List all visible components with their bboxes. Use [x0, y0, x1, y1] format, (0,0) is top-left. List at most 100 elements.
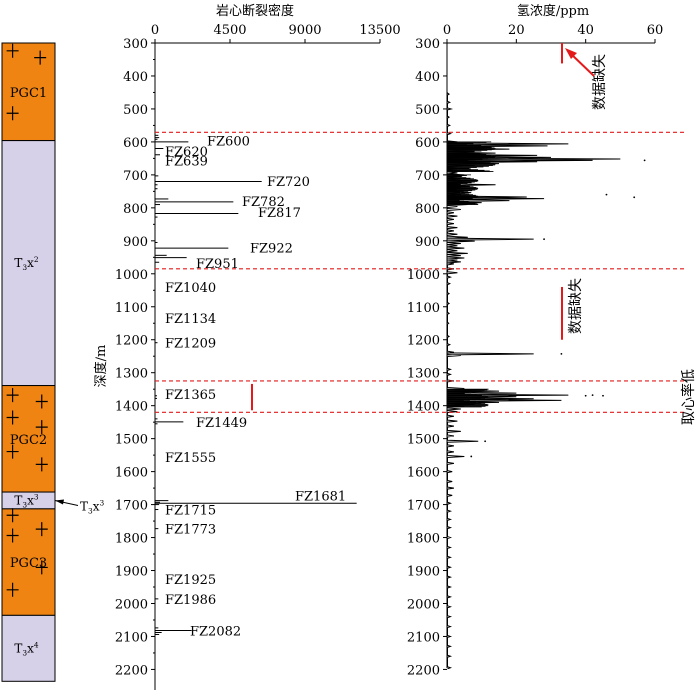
- hydrogen-point: [605, 193, 608, 196]
- depth-tick-label: 1600: [115, 466, 148, 481]
- granite-cross-symbol: [6, 106, 19, 121]
- fracture-zone-label: FZ922: [250, 241, 293, 256]
- unit-pointer-label: T3x3: [80, 498, 105, 515]
- unit-pgc1: [1, 42, 56, 142]
- fracture-zone-label: FZ720: [267, 175, 310, 190]
- granite-cross-symbol: [6, 388, 19, 403]
- fracture-title: 岩心断裂密度: [216, 3, 294, 19]
- hydrogen-point: [484, 440, 487, 443]
- hydrogen-point: [643, 159, 646, 162]
- granite-cross-symbol: [35, 457, 48, 472]
- depth-tick-label: 300: [123, 37, 148, 52]
- hydrogen-depth-tick-label: 400: [415, 70, 440, 85]
- granite-cross-symbol: [34, 50, 47, 65]
- fracture-zone-label: FZ1715: [165, 504, 216, 519]
- fracture-zone-label: FZ1925: [165, 573, 216, 588]
- fracture-zone-label: FZ817: [258, 206, 301, 221]
- depth-tick-label: 1300: [115, 367, 148, 382]
- hydrogen-concentration-panel: 氢浓度/ppm 0 20 40 60 300 400 500 600 700 800 900 1000 1…: [407, 3, 663, 678]
- hydrogen-x-tick-label: 0: [443, 23, 451, 38]
- depth-tick-label: 600: [123, 136, 148, 151]
- fracture-zone-label: FZ1773: [165, 523, 216, 538]
- depth-tick-label: 1500: [115, 433, 148, 448]
- hydrogen-depth-tick-label: 1200: [407, 334, 440, 349]
- fracture-zone-label: FZ1449: [196, 416, 247, 431]
- granite-cross-symbol: [35, 560, 48, 575]
- depth-tick-label: 1100: [115, 301, 148, 316]
- unit-t3x2: [1, 140, 56, 387]
- hydrogen-depth-tick-label: 1900: [407, 565, 440, 580]
- fracture-zone-label: FZ1365: [165, 388, 216, 403]
- fracture-zone-label: FZ951: [196, 257, 239, 272]
- hydrogen-point: [470, 455, 473, 458]
- hydrogen-point: [591, 394, 594, 397]
- depth-tick-label: 500: [123, 103, 148, 118]
- unit-label-t3x3: T3x3: [14, 492, 39, 509]
- depth-tick-label: 700: [123, 169, 148, 184]
- depth-tick-label: 2100: [115, 630, 148, 645]
- data-missing-arrow-line: [569, 52, 595, 77]
- data-missing-arrowhead: [565, 48, 577, 59]
- hydrogen-depth-tick-label: 600: [415, 136, 440, 151]
- hydrogen-depth-tick-label: 1300: [407, 367, 440, 382]
- granite-cross-symbol: [6, 528, 19, 543]
- depth-tick-label: 2000: [115, 597, 148, 612]
- data-missing-label-1: 数据缺失: [592, 54, 608, 110]
- fracture-x-tick-label: 4500: [213, 23, 246, 38]
- fracture-zone-label: FZ1555: [165, 451, 216, 466]
- depth-tick-label: 400: [123, 70, 148, 85]
- hydrogen-point: [602, 394, 604, 397]
- granite-cross-symbol: [6, 43, 19, 58]
- granite-cross-symbol: [35, 394, 48, 409]
- hydrogen-depth-tick-label: 2000: [407, 597, 440, 612]
- low-core-recovery-label: 取心率低: [680, 369, 697, 425]
- fracture-density-panel: 岩心断裂密度 0 4500 9000 13500 300 400 500 600 700 800 90…: [93, 3, 401, 690]
- hydrogen-point: [543, 238, 545, 241]
- granite-cross-symbol: [35, 420, 48, 435]
- hydrogen-depth-tick-label: 2200: [407, 663, 440, 678]
- unit-t3x4: [1, 614, 56, 682]
- granite-cross-symbol: [6, 508, 19, 523]
- hydrogen-point: [560, 353, 563, 355]
- unit-label-t3x2: T3x2: [14, 255, 38, 272]
- fracture-zone-label: FZ1986: [165, 593, 216, 608]
- fracture-zone-label: FZ2082: [190, 625, 241, 640]
- fracture-zone-label: FZ782: [242, 195, 285, 210]
- hydrogen-depth-tick-label: 700: [415, 169, 440, 184]
- granite-cross-symbol: [6, 444, 19, 459]
- fracture-zone-label: FZ639: [165, 155, 208, 170]
- hydrogen-depth-tick-label: 800: [415, 202, 440, 217]
- depth-tick-label: 1200: [115, 334, 148, 349]
- fracture-zone-label: FZ600: [207, 134, 250, 149]
- fracture-zone-label: FZ1040: [165, 281, 216, 296]
- unit-label-t3x4: T3x4: [14, 640, 39, 657]
- hydrogen-depth-tick-label: 2100: [407, 630, 440, 645]
- hydrogen-title: 氢浓度/ppm: [517, 3, 589, 19]
- unit-pointer-arrowhead: [55, 499, 64, 505]
- granite-cross-symbol: [35, 522, 48, 537]
- hydrogen-depth-tick-label: 900: [415, 235, 440, 250]
- hydrogen-depth-tick-label: 1500: [407, 433, 440, 448]
- fracture-x-tick-label: 13500: [359, 23, 400, 38]
- hydrogen-depth-tick-label: 1400: [407, 400, 440, 415]
- hydrogen-point: [633, 196, 636, 199]
- depth-tick-label: 1000: [115, 268, 148, 283]
- depth-tick-label: 1900: [115, 565, 148, 580]
- hydrogen-depth-tick-label: 1800: [407, 532, 440, 547]
- granite-cross-symbol: [6, 410, 19, 425]
- hydrogen-depth-tick-label: 1100: [407, 301, 440, 316]
- depth-tick-label: 1700: [115, 499, 148, 514]
- hydrogen-depth-tick-label: 300: [415, 37, 440, 52]
- hydrogen-depth-tick-label: 1700: [407, 499, 440, 514]
- depth-axis-label: 深度/m: [93, 345, 109, 388]
- fracture-zone-label: FZ620: [165, 145, 208, 160]
- depth-tick-label: 2200: [115, 663, 148, 678]
- fracture-zone-label: FZ1209: [165, 337, 216, 352]
- hydrogen-depth-tick-label: 1000: [407, 268, 440, 283]
- unit-label-pgc1: PGC1: [10, 86, 47, 101]
- fracture-zone-label: FZ1681: [295, 490, 346, 505]
- hydrogen-depth-tick-label: 500: [415, 103, 440, 118]
- depth-tick-label: 900: [123, 235, 148, 250]
